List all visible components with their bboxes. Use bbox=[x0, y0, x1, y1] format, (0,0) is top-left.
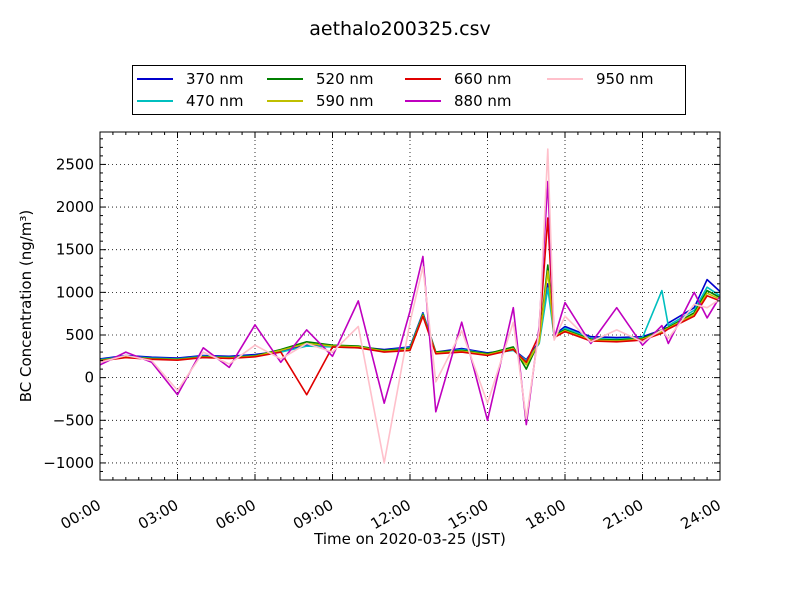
x-tick-label: 09:00 bbox=[290, 496, 336, 533]
legend-label: 950 nm bbox=[596, 70, 654, 88]
legend-label: 520 nm bbox=[316, 70, 374, 88]
y-tick-label: 0 bbox=[84, 369, 94, 387]
x-tick-label: 21:00 bbox=[600, 496, 646, 533]
legend-item: 520 nm bbox=[267, 69, 374, 89]
legend-item: 950 nm bbox=[547, 69, 654, 89]
grid bbox=[100, 132, 720, 480]
series-line-950nm bbox=[99, 148, 721, 464]
legend-item: 470 nm bbox=[137, 91, 244, 111]
legend-label: 470 nm bbox=[186, 92, 244, 110]
y-tick-label: 1500 bbox=[56, 241, 94, 259]
legend-item: 370 nm bbox=[137, 69, 244, 89]
legend-swatch bbox=[267, 100, 303, 102]
chart-title: aethalo200325.csv bbox=[309, 18, 491, 40]
series-line-880nm bbox=[99, 180, 721, 426]
series-line-660nm bbox=[99, 217, 721, 396]
legend-swatch bbox=[137, 78, 173, 80]
x-tick-label: 24:00 bbox=[678, 496, 724, 533]
plot-background bbox=[100, 132, 720, 480]
x-tick-label: 12:00 bbox=[368, 496, 414, 533]
series-lines bbox=[99, 148, 721, 464]
legend-swatch bbox=[547, 78, 583, 80]
y-axis-label: BC Concentration (ng/m³) bbox=[17, 210, 35, 403]
legend-swatch bbox=[405, 78, 441, 80]
x-tick-label: 03:00 bbox=[135, 496, 181, 533]
x-tick-label: 18:00 bbox=[523, 496, 569, 533]
legend-label: 660 nm bbox=[454, 70, 512, 88]
legend-swatch bbox=[267, 78, 303, 80]
y-tick-label: 2000 bbox=[56, 198, 94, 216]
legend-label: 590 nm bbox=[316, 92, 374, 110]
y-tick-label: 2500 bbox=[56, 155, 94, 173]
legend-swatch bbox=[137, 100, 173, 102]
legend-item: 880 nm bbox=[405, 91, 512, 111]
x-tick-label: 00:00 bbox=[58, 496, 104, 533]
legend-item: 660 nm bbox=[405, 69, 512, 89]
legend: 370 nm 470 nm 520 nm 590 nm 660 nm 880 nm 950 … bbox=[132, 65, 686, 115]
legend-label: 370 nm bbox=[186, 70, 244, 88]
x-tick-label: 15:00 bbox=[445, 496, 491, 533]
y-tick-label: −1000 bbox=[43, 454, 94, 472]
y-tick-label: 1000 bbox=[56, 283, 94, 301]
x-tick-label: 06:00 bbox=[213, 496, 259, 533]
legend-swatch bbox=[405, 100, 441, 102]
y-tick-label: −500 bbox=[53, 411, 94, 429]
x-axis-label: Time on 2020-03-25 (JST) bbox=[313, 530, 506, 548]
legend-label: 880 nm bbox=[454, 92, 512, 110]
y-tick-label: 500 bbox=[65, 326, 94, 344]
legend-item: 590 nm bbox=[267, 91, 374, 111]
